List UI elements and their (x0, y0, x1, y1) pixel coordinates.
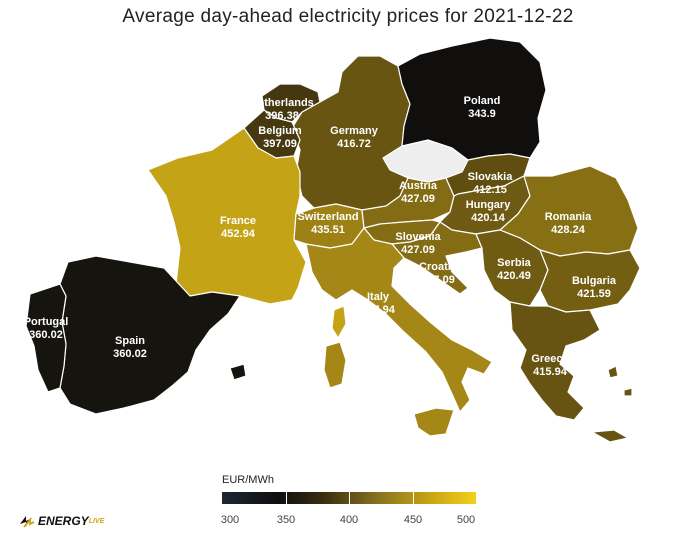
country-price-label: 435.51 (311, 224, 345, 236)
country-name-label: Slovenia (395, 231, 441, 243)
legend-title: EUR/MWh (222, 474, 274, 486)
country-name-label: Austria (399, 180, 438, 192)
map-title: Average day-ahead electricity prices for… (122, 6, 574, 27)
country-price-label: 420.49 (497, 270, 531, 282)
country-spain-balearic[interactable] (229, 363, 247, 381)
legend-tick-mark (413, 492, 414, 504)
country-name-label: Greece (531, 353, 568, 365)
legend-tick-label: 350 (276, 514, 296, 526)
country-name-label: Netherlands (250, 97, 314, 109)
country-price-label: 412.15 (473, 184, 507, 196)
country-corsica[interactable] (331, 305, 347, 339)
country-price-label: 428.24 (551, 224, 586, 236)
country-price-label: 427.09 (401, 244, 435, 256)
country-name-label: Bulgaria (572, 275, 617, 287)
logo-text: ENERGY (38, 514, 89, 528)
country-croatia[interactable] (391, 221, 483, 295)
country-name-label: Italy (367, 291, 390, 303)
country-price-label: 427.09 (401, 193, 435, 205)
country-name-label: Poland (464, 95, 501, 107)
country-price-label: 343.9 (468, 108, 496, 120)
country-serbia[interactable] (475, 229, 549, 307)
country-name-label: Serbia (497, 257, 532, 269)
country-name-label: Portugal (24, 316, 69, 328)
country-greece-islands[interactable] (591, 365, 633, 443)
country-name-label: Switzerland (297, 211, 358, 223)
country-name-label: Belgium (258, 125, 302, 137)
country-name-label: France (220, 215, 256, 227)
logo-suffix: LIVE (88, 517, 105, 525)
country-price-label: 396.38 (265, 110, 299, 122)
country-name-label: Slovakia (468, 171, 514, 183)
lightning-icon (20, 516, 35, 528)
legend-tick-mark (349, 492, 350, 504)
legend-tick-label: 450 (403, 514, 423, 526)
country-price-label: 437.94 (361, 304, 396, 316)
country-price-label: 415.94 (533, 366, 568, 378)
legend-tick-mark (286, 492, 287, 504)
country-portugal[interactable] (25, 283, 67, 393)
country-price-label: 360.02 (29, 329, 63, 341)
country-price-label: 416.72 (337, 138, 371, 150)
country-name-label: Hungary (466, 199, 512, 211)
legend-tick-label: 500 (456, 514, 476, 526)
country-italy-sicily[interactable] (413, 407, 455, 437)
country-price-label: 420.14 (471, 212, 506, 224)
legend-tick-label: 300 (220, 514, 240, 526)
country-price-label: 421.59 (577, 288, 611, 300)
country-france[interactable] (147, 127, 307, 305)
country-price-label: 360.02 (113, 348, 147, 360)
country-name-label: Croatia (419, 261, 458, 273)
country-name-label: Spain (115, 335, 145, 347)
country-name-label: Romania (545, 211, 592, 223)
country-greece[interactable] (509, 301, 601, 421)
country-italy[interactable] (305, 227, 493, 413)
country-italy-sardinia[interactable] (323, 341, 347, 389)
country-name-label: Germany (330, 125, 379, 137)
country-price-label: 427.09 (421, 274, 455, 286)
country-bulgaria[interactable] (539, 249, 641, 313)
energylive-logo: ENERGY LIVE (18, 510, 104, 532)
country-price-label: 397.09 (263, 138, 297, 150)
legend-tick-label: 400 (339, 514, 359, 526)
country-price-label: 452.94 (221, 228, 256, 240)
